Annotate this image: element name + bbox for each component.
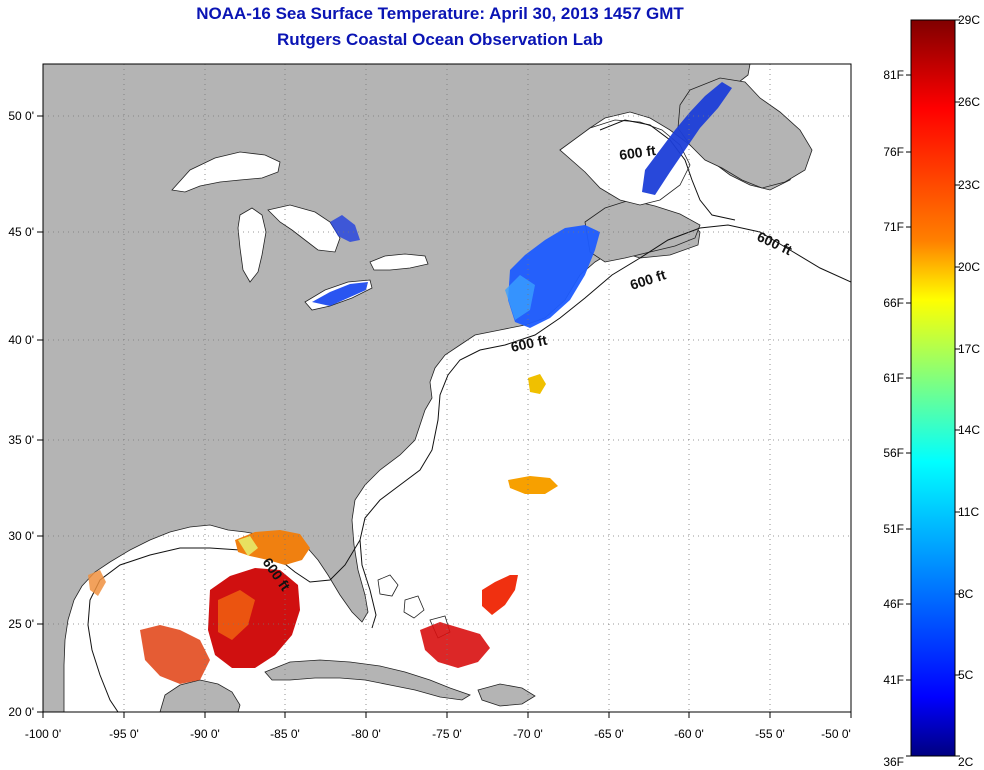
sst-patch-gulf-of-maine-2	[505, 275, 535, 320]
sst-patch-gulf-central	[208, 568, 300, 668]
land-hispaniola	[477, 683, 536, 707]
lon-tick-label: -85 0'	[270, 727, 300, 741]
colorbar-fahrenheit-label: 76F	[883, 145, 904, 159]
sst-patch-lake-erie	[312, 282, 368, 306]
lat-tick-label: 25 0'	[8, 617, 34, 631]
sst-patch-caribbean	[420, 622, 490, 668]
colorbar-celsius-label: 2C	[958, 755, 974, 769]
lake-ontario	[369, 253, 429, 271]
colorbar-fahrenheit-label: 61F	[883, 371, 904, 385]
map-title: NOAA-16 Sea Surface Temperature: April 3…	[196, 4, 684, 23]
colorbar-fahrenheit-label: 36F	[883, 755, 904, 769]
sst-patch-texas-coast	[88, 570, 106, 596]
land-cuba	[264, 659, 471, 701]
isobath-600ft-stlawrence	[599, 119, 736, 221]
sst-patch-gulf-yellow	[238, 536, 258, 556]
colorbar	[910, 19, 956, 757]
lat-tick-label: 50 0'	[8, 109, 34, 123]
lon-tick-label: -80 0'	[351, 727, 381, 741]
lat-tick-label: 35 0'	[8, 433, 34, 447]
lon-tick-label: -55 0'	[755, 727, 785, 741]
colorbar-fahrenheit-label: 56F	[883, 446, 904, 460]
colorbar-celsius-label: 29C	[958, 13, 980, 27]
colorbar-celsius-label: 5C	[958, 668, 974, 682]
lat-tick-label: 30 0'	[8, 529, 34, 543]
lat-tick-label: 45 0'	[8, 225, 34, 239]
sst-patch-offshore-2	[508, 476, 558, 494]
isobath-label: 600 ft	[618, 142, 657, 163]
colorbar-celsius-label: 26C	[958, 95, 980, 109]
isobath-600ft-atlantic	[359, 224, 851, 629]
lon-tick-label: -65 0'	[594, 727, 624, 741]
isobath-600ft-gulf	[87, 539, 361, 712]
sst-patch-lake-huron	[330, 215, 360, 242]
colorbar-fahrenheit-label: 66F	[883, 296, 904, 310]
colorbar-ticks	[906, 19, 960, 757]
lat-tick-label: 40 0'	[8, 333, 34, 347]
lon-tick-label: -95 0'	[109, 727, 139, 741]
colorbar-fahrenheit-label: 46F	[883, 597, 904, 611]
lake-superior	[171, 151, 281, 193]
sst-patch-offshore-1	[528, 374, 546, 394]
colorbar-celsius-label: 14C	[958, 423, 980, 437]
lat-tick-label: 20 0'	[8, 705, 34, 719]
colorbar-celsius-label: 23C	[958, 178, 980, 192]
lon-tick-label: -70 0'	[513, 727, 543, 741]
sst-patch-gulf-west	[140, 625, 210, 684]
sst-patch-bahamas	[482, 575, 518, 615]
lon-tick-label: -60 0'	[674, 727, 704, 741]
colorbar-celsius-label: 20C	[958, 260, 980, 274]
lon-tick-label: -90 0'	[190, 727, 220, 741]
lon-tick-label: -50 0'	[821, 727, 851, 741]
map-grid	[43, 64, 851, 712]
colorbar-fahrenheit-label: 71F	[883, 220, 904, 234]
isobath-label: 600 ft	[509, 332, 548, 355]
sst-patch-newfoundland	[642, 82, 732, 195]
lake-michigan	[237, 207, 267, 283]
colorbar-fahrenheit-label: 51F	[883, 522, 904, 536]
axis-ticks	[37, 115, 852, 718]
lon-tick-label: -75 0'	[432, 727, 462, 741]
colorbar-celsius-label: 11C	[958, 505, 979, 519]
map-subtitle: Rutgers Coastal Ocean Observation Lab	[277, 30, 603, 49]
colorbar-fahrenheit-label: 41F	[883, 673, 904, 687]
sst-patch-gulf-central-2	[218, 590, 255, 640]
sst-patch-gulf-florida	[235, 530, 310, 565]
lake-huron	[267, 204, 341, 253]
lon-tick-label: -100 0'	[25, 727, 61, 741]
colorbar-celsius-label: 17C	[958, 342, 980, 356]
land-yucatan	[159, 679, 241, 712]
colorbar-fahrenheit-label: 81F	[883, 68, 904, 82]
colorbar-celsius-label: 8C	[958, 587, 974, 601]
